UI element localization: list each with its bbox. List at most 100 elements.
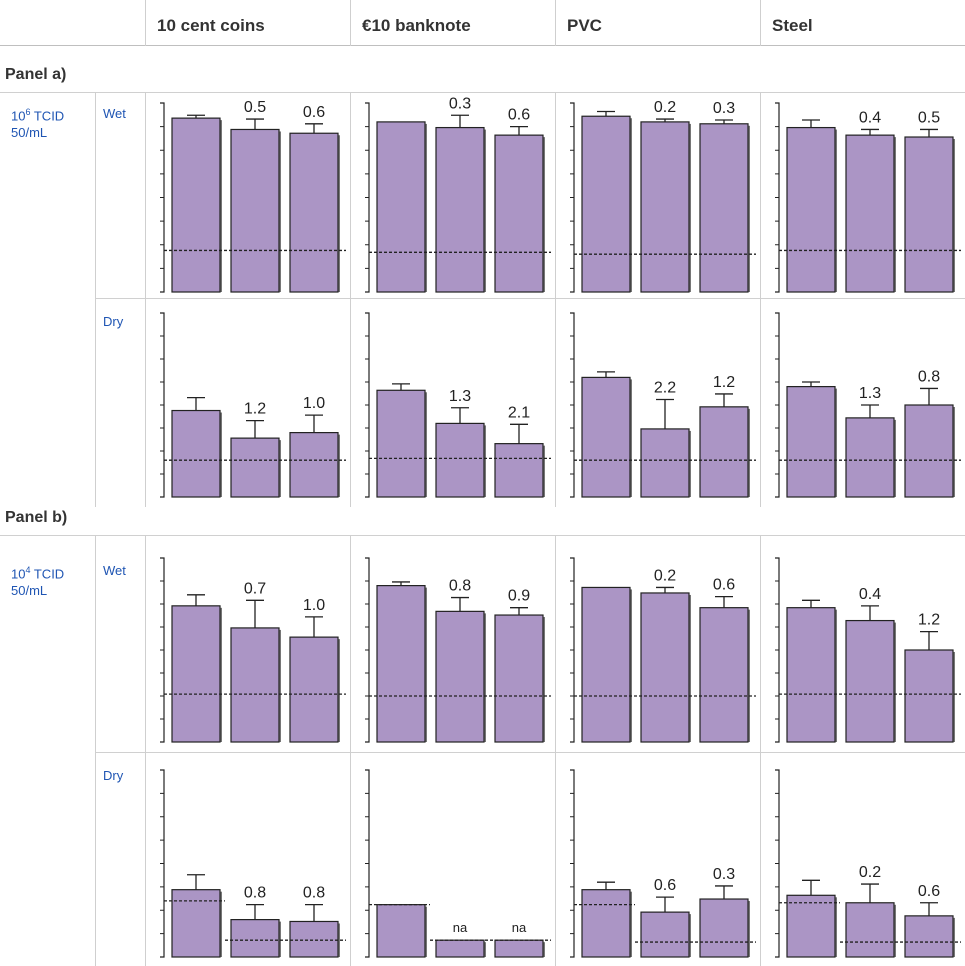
data-label: 0.6 xyxy=(508,107,530,124)
column-header-coins: 10 cent coins xyxy=(145,0,350,46)
bar-shadow xyxy=(279,629,281,742)
data-label: 0.2 xyxy=(654,567,676,584)
column-divider xyxy=(760,92,761,507)
condition-wet: Wet xyxy=(103,563,126,578)
chart-cell: 1.2 1.0 xyxy=(160,312,346,498)
bar xyxy=(699,406,749,498)
error-bar xyxy=(861,128,879,136)
bar xyxy=(904,649,954,743)
chart-cell: 0.7 1.0 xyxy=(160,557,346,743)
error-bar xyxy=(656,118,674,122)
data-label: 1.3 xyxy=(859,385,881,402)
bar-shadow xyxy=(425,123,427,293)
bar-shadow xyxy=(543,137,545,292)
bar xyxy=(904,915,954,958)
error-bar xyxy=(187,874,205,890)
bar xyxy=(289,920,339,958)
conc-unit-line2: 50/mL xyxy=(11,125,48,141)
error-bar xyxy=(510,607,528,616)
bar xyxy=(230,627,280,743)
bar xyxy=(640,428,690,498)
bar xyxy=(581,115,631,293)
bar-shadow xyxy=(953,407,955,497)
bar-shadow xyxy=(689,430,691,497)
bar-shadow xyxy=(835,388,837,497)
bar-shadow xyxy=(630,891,632,957)
condition-dry: Dry xyxy=(103,768,124,783)
error-bar xyxy=(656,896,674,913)
error-bar xyxy=(451,407,469,424)
condition-wet: Wet xyxy=(103,106,126,121)
column-divider xyxy=(760,535,761,966)
data-label: 0.8 xyxy=(449,578,471,595)
panel-a-concentration: 106 TCID 50/mL xyxy=(11,104,64,141)
bar-shadow xyxy=(953,652,955,742)
panel-a-title: Panel a) xyxy=(5,66,67,83)
bar xyxy=(435,422,485,498)
bar xyxy=(494,443,544,498)
data-label: 0.6 xyxy=(713,577,735,594)
error-bar xyxy=(656,586,674,593)
error-bar xyxy=(510,423,528,444)
error-bar xyxy=(920,630,938,650)
error-bar xyxy=(861,605,879,621)
bar xyxy=(581,376,631,498)
bar xyxy=(845,619,895,743)
bar xyxy=(376,121,426,293)
bar-shadow xyxy=(748,901,750,957)
bar xyxy=(699,898,749,958)
column-divider xyxy=(350,0,351,46)
error-bar xyxy=(305,903,323,922)
column-header-label: €10 banknote xyxy=(362,16,471,35)
bar-shadow xyxy=(484,129,486,292)
bar xyxy=(289,132,339,293)
error-bar xyxy=(246,419,264,439)
bar xyxy=(786,385,836,498)
conc-unit: TCID xyxy=(30,108,65,124)
error-bar xyxy=(802,381,820,387)
data-label: 0.3 xyxy=(713,100,735,117)
bar xyxy=(904,136,954,293)
data-label: 0.8 xyxy=(303,885,325,902)
bar-shadow xyxy=(689,914,691,957)
bar xyxy=(230,128,280,293)
conc-exponent: 6 xyxy=(25,107,31,117)
chart-cell: 1.3 0.8 xyxy=(775,312,961,498)
bar xyxy=(640,121,690,293)
error-bar xyxy=(920,387,938,405)
conc-base: 10 xyxy=(11,108,26,124)
conc-unit: TCID xyxy=(30,566,65,582)
chart-cell: 0.8 0.8 xyxy=(160,769,346,958)
divider xyxy=(96,752,965,753)
condition-dry: Dry xyxy=(103,314,124,329)
bar-shadow xyxy=(484,942,486,957)
bar xyxy=(640,592,690,743)
data-label: 0.8 xyxy=(918,368,940,385)
data-label: 0.3 xyxy=(713,866,735,883)
bar-shadow xyxy=(279,131,281,292)
error-bar xyxy=(715,595,733,608)
bar-shadow xyxy=(220,607,222,742)
bar xyxy=(845,134,895,293)
conc-base: 10 xyxy=(11,566,26,582)
error-bar xyxy=(305,616,323,638)
column-header-steel: Steel xyxy=(760,0,965,46)
bar xyxy=(171,889,221,958)
chart-cell: 0.5 0.6 xyxy=(160,99,346,293)
data-label: 1.3 xyxy=(449,388,471,405)
error-bar xyxy=(715,119,733,124)
error-bar xyxy=(715,885,733,900)
data-label: 0.2 xyxy=(654,99,676,116)
bar-shadow xyxy=(220,120,222,293)
error-bar xyxy=(246,118,264,130)
data-label: 0.5 xyxy=(244,99,266,116)
bar-shadow xyxy=(338,135,340,292)
bar xyxy=(289,431,339,498)
panel-b-concentration: 104 TCID 50/mL xyxy=(11,562,64,599)
bar xyxy=(171,605,221,743)
bar-shadow xyxy=(220,412,222,497)
data-label: 1.2 xyxy=(713,374,735,391)
error-bar xyxy=(597,110,615,117)
column-divider xyxy=(555,0,556,46)
chart-cell: 0.3 0.6 xyxy=(365,95,551,293)
